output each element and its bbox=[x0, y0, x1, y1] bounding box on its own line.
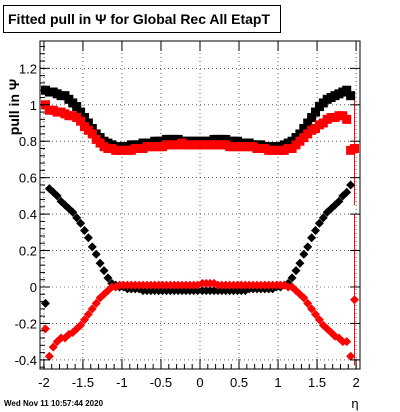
data-point-diamond bbox=[346, 180, 356, 190]
x-tick-label: 1.5 bbox=[308, 375, 326, 390]
x-tick-label: 0.5 bbox=[230, 375, 248, 390]
data-point-square bbox=[346, 91, 356, 101]
data-point-diamond bbox=[311, 309, 321, 319]
canvas-title: Fitted pull in Ψ for Global Rec All Etap… bbox=[3, 5, 281, 33]
y-tick-label: 0.2 bbox=[19, 244, 37, 259]
x-tick-label: 0 bbox=[196, 375, 203, 390]
data-point-diamond bbox=[314, 218, 324, 228]
y-tick-label: 1 bbox=[30, 98, 37, 113]
x-tick-label: 2 bbox=[352, 375, 359, 390]
data-point-diamond bbox=[346, 351, 356, 361]
data-point-square bbox=[76, 107, 86, 117]
x-tick-label: 1 bbox=[274, 375, 281, 390]
data-point-diamond bbox=[334, 196, 344, 206]
data-point-diamond bbox=[68, 207, 78, 217]
data-point-square bbox=[303, 118, 313, 128]
data-point-diamond bbox=[95, 258, 105, 268]
y-tick-label: -0.4 bbox=[15, 353, 37, 368]
data-point-diamond bbox=[103, 273, 113, 283]
data-point-square bbox=[72, 102, 82, 112]
data-point-diamond bbox=[48, 342, 58, 352]
x-axis-label: η bbox=[351, 396, 358, 411]
data-point-diamond bbox=[87, 304, 97, 314]
data-point-diamond bbox=[76, 320, 86, 330]
data-point-diamond bbox=[299, 293, 309, 303]
data-point-diamond bbox=[291, 266, 301, 276]
data-point-diamond bbox=[99, 266, 109, 276]
y-tick-label: 0.6 bbox=[19, 171, 37, 186]
data-point-diamond bbox=[350, 295, 360, 305]
y-tick-label: 0.8 bbox=[19, 134, 37, 149]
data-point-diamond bbox=[311, 226, 321, 236]
data-point-diamond bbox=[52, 191, 62, 201]
data-point-diamond bbox=[287, 273, 297, 283]
y-tick-label: 1.2 bbox=[19, 61, 37, 76]
data-point-diamond bbox=[87, 242, 97, 252]
data-point-diamond bbox=[56, 196, 66, 206]
y-axis-label: pull in Ψ bbox=[6, 79, 22, 135]
axis-ticks: -2 -1.5 -1 -0.5 0 0.5 1 1.5 2 -0.4 -0.2 0 0.2 0.4 0.6 0… bbox=[15, 41, 360, 390]
data-point-diamond bbox=[193, 286, 203, 296]
data-point-square bbox=[342, 114, 352, 124]
data-point-diamond bbox=[318, 213, 328, 223]
data-point-diamond bbox=[299, 249, 309, 259]
x-tick-label: -2 bbox=[38, 375, 50, 390]
data-marks bbox=[40, 85, 360, 366]
data-point-square bbox=[350, 144, 360, 154]
data-point-diamond bbox=[295, 258, 305, 268]
data-point-square bbox=[299, 123, 309, 133]
y-tick-label: 0.4 bbox=[19, 207, 37, 222]
x-tick-label: -0.5 bbox=[150, 375, 172, 390]
data-point-diamond bbox=[303, 298, 313, 308]
data-point-square bbox=[87, 129, 97, 139]
timestamp: Wed Nov 11 10:57:44 2020 bbox=[4, 399, 104, 408]
data-point-square bbox=[76, 116, 86, 126]
y-tick-label: 0 bbox=[30, 280, 37, 295]
data-point-diamond bbox=[91, 249, 101, 259]
data-point-diamond bbox=[83, 309, 93, 319]
y-tick-label: -0.2 bbox=[15, 316, 37, 331]
data-point-diamond bbox=[79, 315, 89, 325]
data-point-diamond bbox=[307, 233, 317, 243]
data-point-diamond bbox=[91, 298, 101, 308]
data-point-diamond bbox=[72, 213, 82, 223]
data-point-diamond bbox=[342, 187, 352, 197]
data-point-diamond bbox=[83, 233, 93, 243]
data-point-square bbox=[342, 85, 352, 95]
data-point-square bbox=[311, 107, 321, 117]
data-point-diamond bbox=[44, 351, 54, 361]
x-tick-label: -1 bbox=[116, 375, 128, 390]
data-point-diamond bbox=[342, 337, 352, 347]
x-tick-label: -1.5 bbox=[72, 375, 94, 390]
data-point-diamond bbox=[303, 242, 313, 252]
data-point-diamond bbox=[307, 304, 317, 314]
data-point-diamond bbox=[314, 315, 324, 325]
data-point-square bbox=[193, 140, 203, 150]
data-point-diamond bbox=[76, 218, 86, 228]
data-point-diamond bbox=[79, 226, 89, 236]
data-point-square bbox=[307, 113, 317, 123]
